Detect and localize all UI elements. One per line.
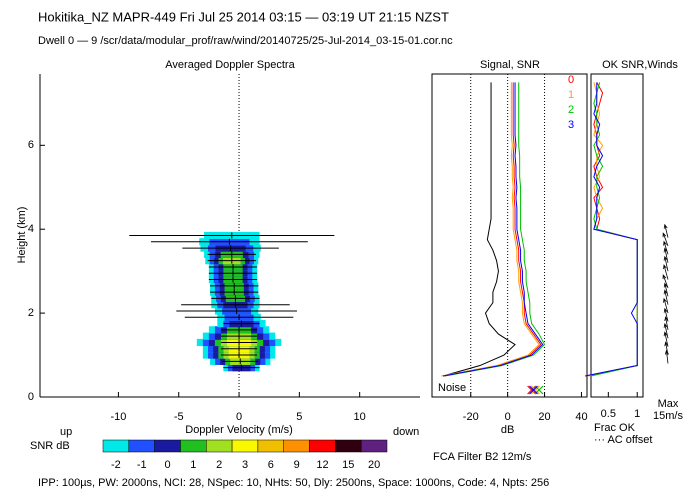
colorbar-swatch: [180, 439, 207, 453]
wind-arrow: [662, 274, 669, 289]
colorbar-tick-label: 3: [242, 459, 248, 471]
params: IPP: 100µs, PW: 2000ns, NCI: 28, NSpec: …: [38, 477, 549, 489]
profile-line: [442, 82, 542, 377]
wind-arrow: [663, 331, 669, 347]
wind-arrow: [662, 232, 669, 247]
colorbar-swatch: [335, 439, 362, 453]
colorbar-swatch: [360, 439, 388, 453]
legend-entry: 1: [568, 89, 574, 101]
wind-max-label: Max: [658, 398, 679, 410]
colorbar-swatch: [309, 439, 336, 453]
profile-line: [442, 82, 516, 377]
x-tick-label: 10: [354, 411, 366, 423]
colorbar-tick-label: -2: [111, 459, 121, 471]
wind-arrow: [663, 289, 669, 305]
colorbar-tick-label: 15: [342, 459, 354, 471]
wind-arrow: [663, 297, 669, 314]
wind-arrow: [663, 255, 669, 272]
y-tick-label: 0: [28, 391, 34, 403]
x-axis-label: Doppler Velocity (m/s): [185, 424, 293, 436]
x-tick-label: -5: [174, 411, 184, 423]
panel-title: Signal, SNR: [480, 59, 540, 71]
up-label: up: [60, 426, 72, 438]
wind-arrow: [664, 341, 669, 356]
wind-arrow: [663, 282, 669, 297]
x-tick-label: 0: [505, 411, 511, 423]
noise-marker: [529, 385, 538, 395]
colorbar-tick-label: 9: [294, 459, 300, 471]
x-tick-label: 5: [296, 411, 302, 423]
panel-frame: [431, 73, 588, 398]
panel-title: Averaged Doppler Spectra: [165, 59, 295, 71]
colorbar-tick-label: 1: [190, 459, 196, 471]
wind-arrow: [663, 264, 669, 280]
wind-arrow: [663, 307, 669, 322]
ac-offset-note: ··· AC offset: [594, 434, 652, 446]
x-axis-label: dB: [501, 424, 514, 436]
x-tick-label: -10: [110, 411, 126, 423]
panel-title: OK SNR,Winds: [602, 59, 678, 71]
x-tick-label: 40: [575, 411, 587, 423]
profile-line: [442, 82, 544, 377]
y-tick-label: 2: [28, 307, 34, 319]
filter-label: FCA Filter B2 12m/s: [433, 451, 532, 463]
x-axis-label: Frac OK: [594, 422, 636, 434]
colorbar-swatch: [231, 439, 259, 453]
wind-max-speed: 15m/s: [653, 410, 683, 422]
wind-arrow: [663, 223, 669, 238]
profile-line: [444, 82, 546, 377]
colorbar-swatch: [257, 439, 284, 453]
noise-marker: [527, 385, 537, 395]
noise-label: Noise: [438, 382, 466, 394]
panel-frame: [590, 73, 644, 398]
profile-line: [441, 82, 540, 377]
colorbar-label: SNR dB: [30, 440, 70, 452]
frac-ok-line: [585, 82, 638, 377]
colorbar-tick-label: 2: [216, 459, 222, 471]
colorbar-swatch: [283, 439, 310, 453]
header-dwell: Dwell 0 — 9 /scr/data/modular_prof/raw/w…: [38, 35, 453, 47]
x-tick-label: 0: [236, 411, 242, 423]
colorbar-swatch: [206, 439, 233, 453]
colorbar-tick-label: 12: [316, 459, 328, 471]
legend-entry: 3: [568, 119, 574, 131]
y-tick-label: 6: [28, 139, 34, 151]
legend-entry: 0: [568, 74, 574, 86]
y-tick-label: 4: [28, 223, 34, 235]
wind-arrow: [663, 322, 669, 339]
legend-entry: 2: [568, 104, 574, 116]
x-tick-label: 20: [538, 411, 550, 423]
wind-arrow: [663, 240, 669, 255]
header-title: Hokitika_NZ MAPR-449 Fri Jul 25 2014 03:…: [38, 9, 449, 24]
colorbar-swatch: [102, 439, 130, 453]
y-axis-label: Height (km): [16, 207, 28, 264]
x-tick-label: 1: [634, 408, 640, 420]
colorbar-swatch: [154, 439, 181, 453]
colorbar-tick-label: 20: [368, 459, 380, 471]
wind-arrow: [663, 247, 669, 263]
colorbar-swatch: [128, 439, 155, 453]
x-tick-label: -20: [463, 411, 479, 423]
colorbar-tick-label: -1: [137, 459, 147, 471]
noise-marker: [530, 385, 540, 395]
colorbar-tick-label: 6: [268, 459, 274, 471]
colorbar-tick-label: 0: [164, 459, 170, 471]
x-tick-label: 0.5: [601, 408, 616, 420]
down-label: down: [393, 426, 419, 438]
